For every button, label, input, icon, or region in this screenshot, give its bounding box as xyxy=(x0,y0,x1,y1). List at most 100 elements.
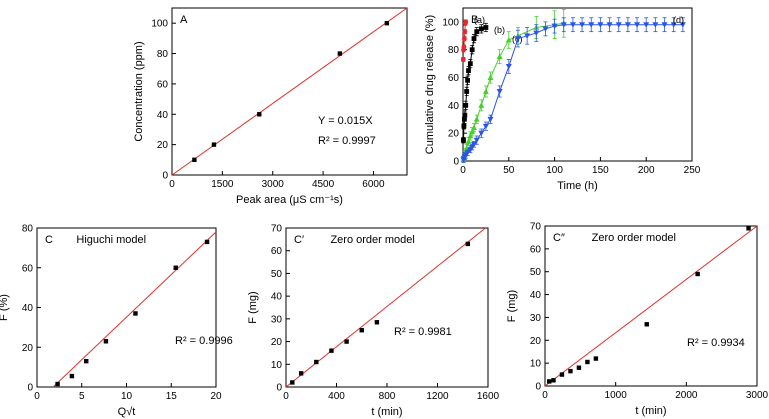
data-point xyxy=(634,22,641,28)
panel-label: A xyxy=(180,14,188,26)
data-point xyxy=(173,265,178,270)
x-tick-label: 5 xyxy=(79,391,85,402)
y-tick-label: 100 xyxy=(442,17,459,28)
data-point xyxy=(551,378,556,383)
x-axis-label: Time (h) xyxy=(557,180,598,192)
data-point xyxy=(465,241,470,247)
data-point xyxy=(560,22,567,28)
data-point xyxy=(461,137,466,143)
data-point xyxy=(337,51,343,56)
plot-frame xyxy=(171,7,408,176)
x-tick-label: 6000 xyxy=(362,179,385,190)
y-tick-label: 0 xyxy=(535,382,541,393)
data-point xyxy=(469,47,475,53)
annotation-text: R² = 0.9981 xyxy=(394,326,452,338)
y-tick-label: 0 xyxy=(276,383,282,394)
panel-label: C xyxy=(45,234,53,246)
y-tick-label: 60 xyxy=(157,79,169,90)
y-tick-label: 40 xyxy=(448,101,460,112)
chart-panel-A-0: 0 1500 3000 4500 6000 0 20 40 60 80 100 Peak area (… xyxy=(133,7,408,206)
y-tick-label: 70 xyxy=(530,222,542,233)
data-point xyxy=(547,379,552,384)
y-tick-label: 20 xyxy=(530,336,542,347)
data-point xyxy=(478,102,485,108)
chart-panel-C-2: 0 5 10 15 20 0 20 40 60 80 Q√t F (%) C Higuchi model R… xyxy=(0,224,233,419)
y-axis-label: F (mg) xyxy=(247,291,259,323)
y-tick-label: 80 xyxy=(448,45,460,56)
data-point xyxy=(192,157,197,163)
plot-frame xyxy=(462,7,693,162)
data-point xyxy=(460,57,466,62)
x-axis-label: Peak area (μS cm⁻¹s) xyxy=(236,194,343,206)
x-tick-label: 20 xyxy=(210,391,222,402)
y-axis-label: F (%) xyxy=(0,294,10,321)
y-axis-label: Concentration (ppm) xyxy=(133,41,145,141)
y-tick-label: 60 xyxy=(22,263,34,274)
data-point xyxy=(359,328,364,333)
y-tick-label: 40 xyxy=(22,303,34,314)
panel-label: C″ xyxy=(553,232,565,244)
data-point xyxy=(585,359,590,365)
data-point xyxy=(496,89,503,95)
data-point xyxy=(487,116,494,123)
y-tick-label: 20 xyxy=(22,343,34,354)
data-point xyxy=(505,64,512,70)
data-point xyxy=(133,311,138,316)
chart-title: Zero order model xyxy=(592,232,676,244)
data-point xyxy=(211,142,217,147)
x-tick-label: 3000 xyxy=(262,179,285,190)
data-point xyxy=(374,320,380,325)
data-point xyxy=(461,44,467,50)
y-tick-label: 50 xyxy=(530,267,542,278)
data-point xyxy=(55,381,60,387)
fit-line xyxy=(285,227,486,388)
x-tick-label: 1600 xyxy=(477,391,500,402)
fit-line xyxy=(171,7,408,176)
data-point xyxy=(461,123,467,129)
x-axis-label: t (min) xyxy=(371,406,402,418)
x-tick-label: 0 xyxy=(169,179,175,190)
data-point xyxy=(505,36,512,43)
x-tick-label: 1200 xyxy=(426,391,449,402)
series-0: (a) xyxy=(460,15,485,62)
chart-panel-C-4: 0 1000 2000 3000 0 10 20 30 40 50 60 70 t (min) F (mg… xyxy=(506,222,769,418)
data-point xyxy=(746,226,751,231)
y-tick-label: 30 xyxy=(271,314,283,325)
data-point xyxy=(478,130,485,137)
fit-line xyxy=(544,225,758,387)
y-axis-label: F (mg) xyxy=(506,290,518,322)
y-tick-label: 100 xyxy=(151,19,168,30)
y-tick-label: 10 xyxy=(530,359,542,370)
x-tick-label: 4500 xyxy=(312,179,335,190)
y-tick-label: 0 xyxy=(162,171,168,182)
data-point xyxy=(344,339,349,344)
y-tick-label: 40 xyxy=(530,290,542,301)
data-point xyxy=(679,22,686,28)
y-tick-label: 80 xyxy=(22,224,34,235)
data-point xyxy=(329,348,334,353)
data-point xyxy=(644,322,649,327)
data-point xyxy=(384,20,390,26)
data-point xyxy=(670,22,677,28)
y-tick-label: 40 xyxy=(157,110,169,121)
data-point xyxy=(298,371,304,376)
data-point xyxy=(84,358,89,364)
y-tick-label: 50 xyxy=(271,269,283,280)
data-point xyxy=(533,30,540,37)
series-label: (a) xyxy=(474,15,485,25)
x-tick-label: 250 xyxy=(684,165,701,176)
data-point xyxy=(462,112,468,118)
x-axis-label: Q√t xyxy=(118,406,136,418)
x-tick-label: 1000 xyxy=(605,390,628,401)
data-point xyxy=(290,380,295,385)
annotation-text: R² = 0.9996 xyxy=(175,335,233,347)
x-tick-label: 400 xyxy=(328,391,345,402)
series-label: (b) xyxy=(494,25,505,35)
fit-line xyxy=(52,231,217,388)
data-point xyxy=(204,239,210,245)
data-point xyxy=(568,368,573,374)
x-axis-label: t (min) xyxy=(635,405,666,417)
x-tick-label: 0 xyxy=(542,390,548,401)
x-tick-label: 200 xyxy=(638,165,655,176)
